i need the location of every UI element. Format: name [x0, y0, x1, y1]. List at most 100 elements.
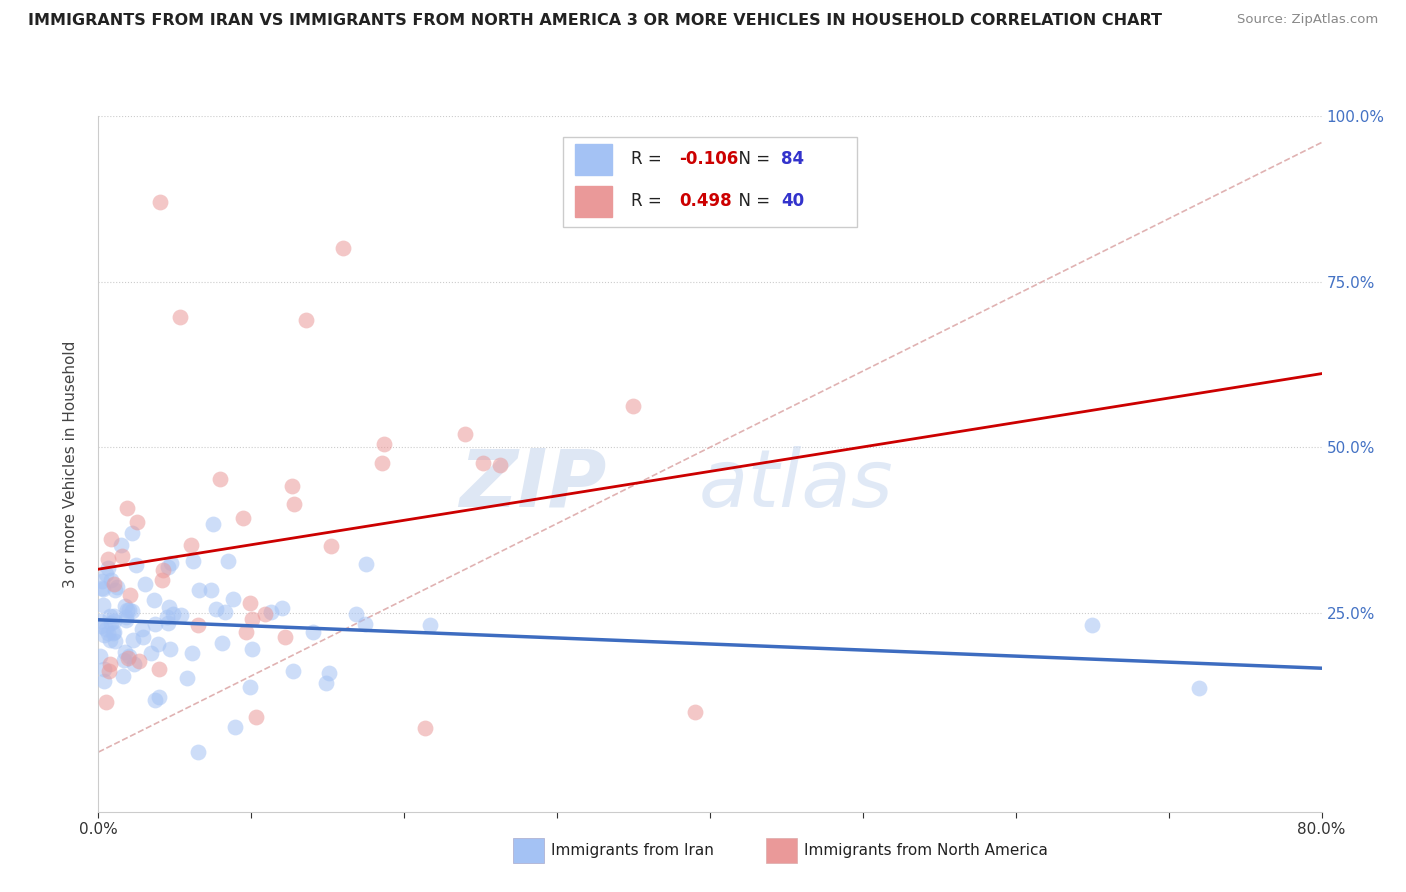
Point — [319, 539, 342, 553]
Text: IMMIGRANTS FROM IRAN VS IMMIGRANTS FROM NORTH AMERICA 3 OR MORE VEHICLES IN HOUS: IMMIGRANTS FROM IRAN VS IMMIGRANTS FROM … — [28, 13, 1163, 29]
Point — [157, 599, 180, 614]
Text: ZIP: ZIP — [458, 446, 606, 524]
Point — [170, 607, 193, 622]
Point — [97, 626, 120, 640]
Point — [373, 437, 395, 451]
Point — [217, 554, 239, 568]
Point — [94, 695, 117, 709]
Point — [89, 614, 111, 628]
Point — [211, 635, 233, 649]
Point — [114, 645, 136, 659]
Point — [115, 603, 138, 617]
Point — [181, 554, 204, 568]
Point — [259, 605, 281, 619]
Point — [489, 458, 512, 473]
Point — [148, 662, 170, 676]
Text: Immigrants from North America: Immigrants from North America — [804, 844, 1047, 858]
Point — [93, 674, 115, 689]
Point — [273, 630, 295, 644]
Text: R =: R = — [630, 150, 666, 168]
Point — [132, 631, 155, 645]
Point — [93, 582, 115, 596]
Point — [371, 456, 394, 470]
Point — [124, 657, 146, 672]
Point — [97, 551, 120, 566]
Point — [110, 538, 132, 552]
Point — [187, 617, 209, 632]
Point — [472, 456, 495, 470]
Point — [1188, 681, 1211, 696]
Text: 84: 84 — [780, 150, 804, 168]
Point — [114, 599, 136, 613]
Point — [131, 623, 153, 637]
Point — [283, 664, 305, 678]
Point — [127, 515, 149, 529]
Point — [115, 609, 138, 624]
Point — [143, 693, 166, 707]
Point — [224, 720, 246, 734]
Point — [115, 501, 138, 516]
Point — [96, 622, 118, 636]
Point — [281, 478, 304, 492]
Point — [142, 593, 165, 607]
Point — [110, 549, 132, 563]
Point — [180, 538, 202, 552]
Point — [100, 615, 122, 630]
Point — [315, 676, 337, 690]
Point — [254, 607, 277, 621]
Point — [302, 625, 325, 640]
Point — [148, 690, 170, 705]
Point — [101, 626, 124, 640]
Point — [111, 669, 134, 683]
Point — [157, 560, 180, 574]
Point — [235, 624, 257, 639]
Point — [121, 526, 143, 541]
FancyBboxPatch shape — [575, 144, 612, 175]
Point — [112, 652, 135, 666]
Point — [98, 657, 121, 671]
Point — [239, 680, 262, 694]
Point — [93, 662, 115, 676]
Text: N =: N = — [728, 150, 776, 168]
Point — [201, 517, 224, 532]
Text: 0.498: 0.498 — [679, 192, 733, 210]
Text: Source: ZipAtlas.com: Source: ZipAtlas.com — [1237, 13, 1378, 27]
Point — [91, 574, 114, 588]
Point — [318, 665, 340, 680]
Point — [239, 597, 262, 611]
Text: N =: N = — [728, 192, 776, 210]
Point — [1081, 617, 1104, 632]
Point — [156, 610, 179, 624]
Point — [245, 710, 267, 724]
Point — [104, 583, 127, 598]
Point — [143, 616, 166, 631]
Point — [159, 642, 181, 657]
Point — [214, 605, 236, 619]
Point — [148, 636, 170, 650]
Point — [187, 745, 209, 759]
Point — [97, 664, 120, 678]
Point — [125, 558, 148, 572]
Point — [128, 654, 150, 668]
Y-axis label: 3 or more Vehicles in Household: 3 or more Vehicles in Household — [63, 340, 77, 588]
Point — [294, 313, 316, 327]
Point — [162, 607, 184, 621]
Point — [90, 619, 112, 633]
Point — [121, 604, 143, 618]
Point — [89, 649, 111, 664]
Text: R =: R = — [630, 192, 666, 210]
Point — [118, 603, 141, 617]
Point — [117, 651, 139, 665]
Point — [413, 721, 436, 735]
Point — [98, 633, 121, 648]
Point — [205, 602, 228, 616]
Point — [150, 573, 173, 587]
Point — [93, 628, 115, 642]
Text: atlas: atlas — [699, 446, 893, 524]
Point — [356, 557, 378, 571]
Point — [232, 511, 254, 525]
Point — [98, 608, 121, 623]
Point — [152, 563, 174, 577]
Point — [222, 592, 245, 607]
Point — [621, 399, 644, 413]
